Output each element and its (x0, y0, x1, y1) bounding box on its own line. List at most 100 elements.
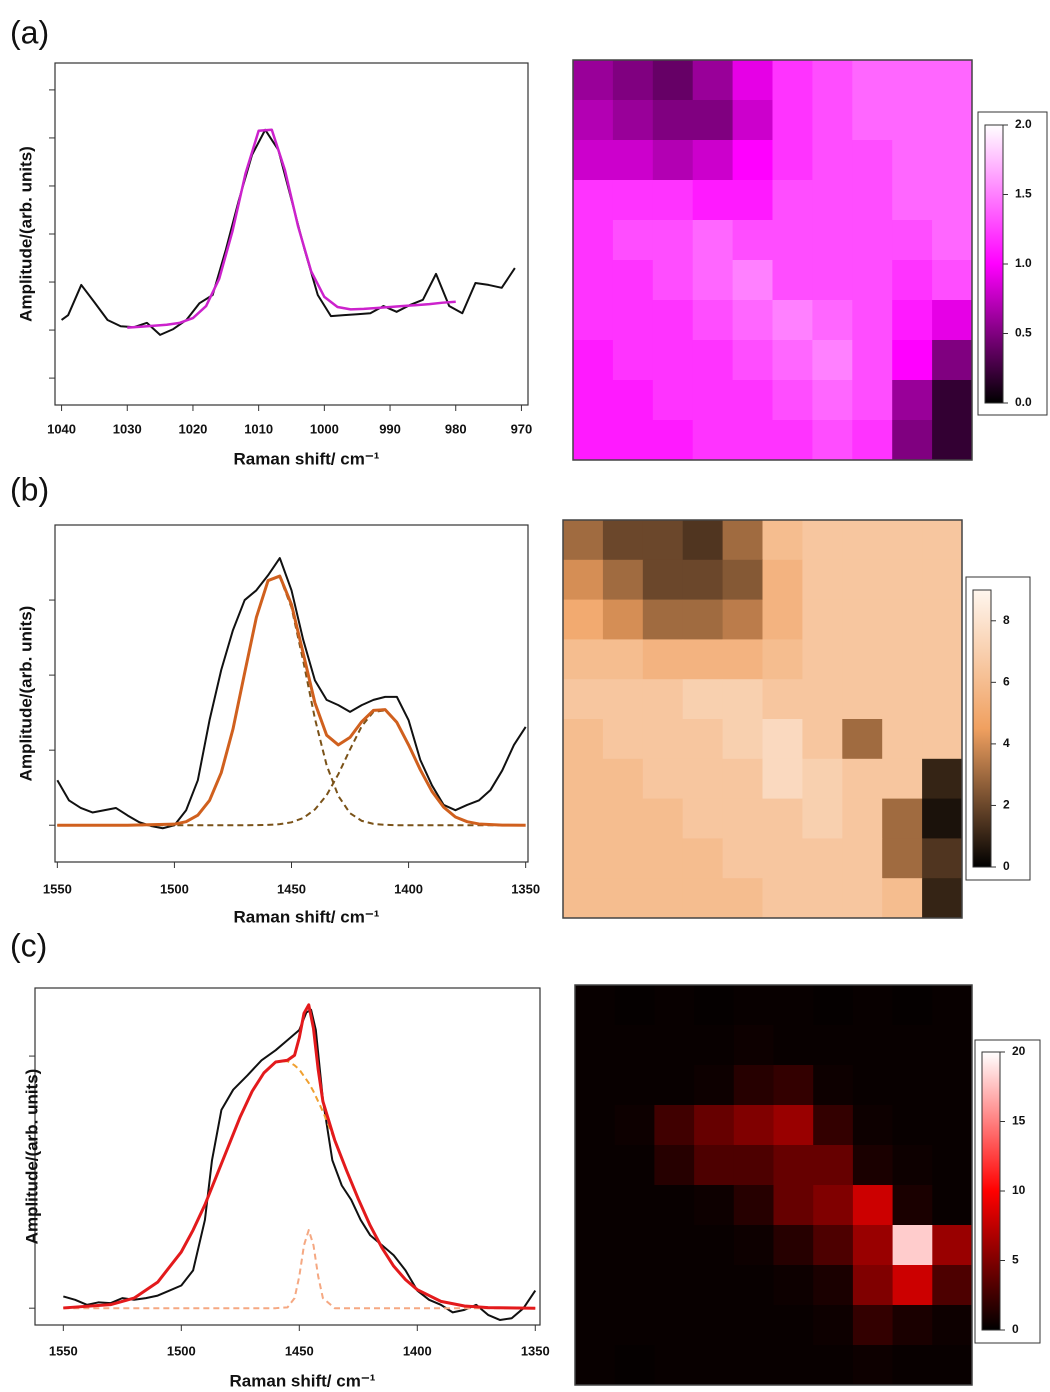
heatmap-cell (852, 100, 893, 141)
heatmap-cell (612, 180, 654, 221)
heatmap-cell (812, 260, 853, 301)
colorbar-tick-label: 1.5 (1015, 187, 1032, 201)
heatmap-cell (772, 260, 813, 301)
heatmap-cell (642, 719, 684, 760)
heatmap-cell (813, 1025, 854, 1066)
heatmap-cell (563, 559, 604, 601)
heatmap-cell (772, 300, 813, 341)
heatmap-cell (732, 420, 773, 461)
heatmap-cell (575, 1185, 616, 1226)
heatmap-cell (722, 758, 763, 800)
heatmap-cell (932, 260, 973, 301)
heatmap-cell (722, 559, 763, 601)
heatmap-cell (612, 300, 654, 341)
heatmap-cell (762, 520, 803, 561)
heatmap-cell (654, 1025, 695, 1066)
x-tick-label: 1040 (47, 421, 76, 436)
heatmap-cell (802, 639, 843, 680)
heatmap-cell (892, 420, 933, 461)
heatmap-cell (682, 838, 724, 879)
heatmap-cell (563, 520, 604, 561)
heatmap-cell (932, 1025, 973, 1066)
heatmap-cell (602, 838, 644, 879)
heatmap-cell (922, 758, 963, 800)
heatmap-cell (892, 985, 933, 1026)
spectrum-line (127, 128, 456, 329)
heatmap-cell (563, 758, 604, 800)
heatmap-cell (842, 758, 883, 800)
heatmap-cell (682, 599, 724, 640)
heatmap-cell (694, 1025, 735, 1066)
heatmap-cell (892, 300, 933, 341)
heatmap-cell (563, 838, 604, 879)
heatmap-cell (773, 1265, 814, 1306)
heatmap-cell (694, 1065, 735, 1106)
heatmap-cell (652, 100, 694, 141)
heatmap-cell (614, 1305, 655, 1346)
heatmap-cell (692, 220, 734, 261)
heatmap-cell (892, 380, 933, 421)
heatmap-cell (692, 340, 734, 381)
colorbar-tick-label: 10 (1012, 1183, 1026, 1197)
heatmap-cell (733, 1225, 774, 1266)
heatmap-cell (762, 559, 803, 601)
colorbar-tick-label: 0 (1003, 859, 1010, 873)
colorbar-tick-label: 0.5 (1015, 326, 1032, 340)
spectrum-line (60, 128, 516, 336)
heatmap-cell (813, 1305, 854, 1346)
heatmap-cell (773, 1305, 814, 1346)
x-tick-label: 970 (511, 421, 533, 436)
heatmap-cell (694, 1225, 735, 1266)
heatmap-cell (602, 878, 644, 919)
heatmap-cell (762, 639, 803, 680)
colorbar-tick-label: 0.0 (1015, 395, 1032, 409)
heatmap-cell (614, 1185, 655, 1226)
x-tick-label: 980 (445, 421, 467, 436)
heatmap-cell (575, 1345, 616, 1386)
x-tick-label: 1020 (178, 421, 207, 436)
heatmap-cell (614, 1065, 655, 1106)
heatmap-cell (692, 300, 734, 341)
heatmap-cell (732, 340, 773, 381)
colorbar-tick-label: 5 (1012, 1253, 1019, 1267)
heatmap-cell (612, 60, 654, 101)
heatmap-cell (692, 420, 734, 461)
heatmap-cell (932, 1345, 973, 1386)
x-tick-label: 990 (379, 421, 401, 436)
heatmap-cell (682, 719, 724, 760)
heatmap-cell (813, 985, 854, 1026)
heatmap-cell (732, 100, 773, 141)
heatmap-cell (722, 798, 763, 839)
heatmap-cell (573, 420, 614, 461)
heatmap-cell (682, 758, 724, 800)
heatmap-cell (732, 300, 773, 341)
heatmap-cell (852, 1105, 894, 1146)
heatmap-cell (882, 878, 923, 919)
heatmap-cell (892, 1065, 933, 1106)
heatmap-cell (812, 420, 853, 461)
heatmap-cell (575, 1225, 616, 1266)
plot-frame (54, 524, 529, 863)
heatmap-cell (812, 220, 853, 261)
heatmap-cell (652, 300, 694, 341)
heatmap-cell (652, 140, 694, 181)
heatmap-cell (773, 1345, 814, 1386)
heatmap-cell (733, 1345, 774, 1386)
heatmap-cell (932, 60, 973, 101)
heatmap-cell (812, 140, 853, 181)
heatmap-cell (892, 100, 933, 141)
heatmap-cell (813, 1225, 854, 1266)
x-tick-label: 1400 (394, 881, 423, 896)
heatmap-cell (772, 340, 813, 381)
heatmap-cell (772, 420, 813, 461)
heatmap-cell (573, 180, 614, 221)
heatmap-cell (614, 1145, 655, 1186)
heatmap-cell (762, 758, 803, 800)
heatmap-cell (563, 679, 604, 720)
heatmap-cell (852, 340, 893, 381)
heatmap-cell (762, 798, 803, 839)
heatmap-cell (842, 599, 883, 640)
heatmap-cell (882, 838, 923, 879)
heatmap-cell (642, 559, 684, 601)
heatmap-cell (852, 985, 894, 1026)
